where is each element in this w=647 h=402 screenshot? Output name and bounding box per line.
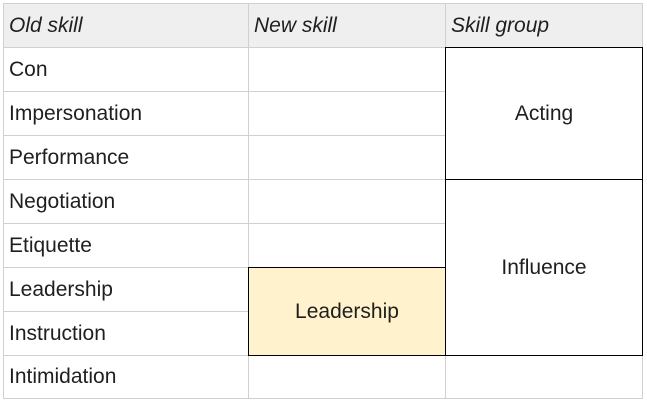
spreadsheet-table: Old skill New skill Skill group Con Impe…: [3, 3, 643, 399]
merged-skill-group-acting[interactable]: Acting: [445, 47, 643, 180]
skill-group-label: Influence: [501, 255, 587, 279]
cell-new-skill-empty[interactable]: [249, 224, 446, 268]
cell-old-skill[interactable]: Intimidation: [3, 356, 249, 399]
cell-new-skill-empty[interactable]: [249, 92, 446, 136]
cell-old-skill[interactable]: Instruction: [3, 312, 249, 356]
cell-old-skill[interactable]: Con: [3, 48, 249, 92]
header-old-skill[interactable]: Old skill: [3, 3, 249, 48]
cell-old-skill[interactable]: Etiquette: [3, 224, 249, 268]
skill-group-label: Acting: [514, 101, 574, 125]
cell-new-skill-empty[interactable]: [249, 136, 446, 180]
cell-new-skill-empty[interactable]: [249, 48, 446, 92]
cell-new-skill-empty[interactable]: [249, 356, 446, 399]
cell-old-skill[interactable]: Negotiation: [3, 180, 249, 224]
merged-new-skill-label: Leadership: [295, 299, 399, 323]
merged-new-skill-leadership[interactable]: Leadership: [248, 267, 446, 356]
cell-old-skill[interactable]: Performance: [3, 136, 249, 180]
header-new-skill[interactable]: New skill: [249, 3, 446, 48]
cell-old-skill[interactable]: Impersonation: [3, 92, 249, 136]
cell-new-skill-empty[interactable]: [249, 180, 446, 224]
cell-old-skill[interactable]: Leadership: [3, 268, 249, 312]
header-skill-group[interactable]: Skill group: [446, 3, 643, 48]
cell-skill-group-empty[interactable]: [446, 356, 643, 399]
merged-skill-group-influence[interactable]: Influence: [445, 179, 643, 356]
